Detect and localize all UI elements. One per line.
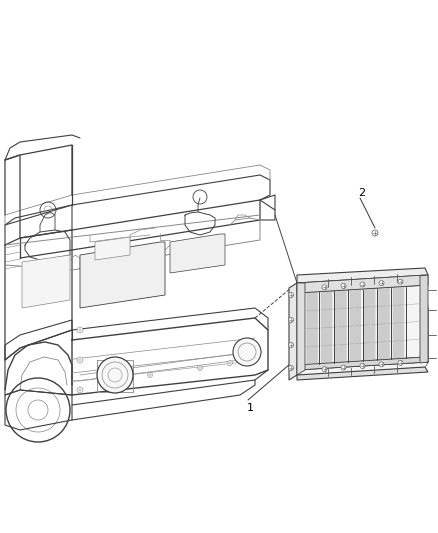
- Circle shape: [289, 318, 293, 322]
- Circle shape: [198, 366, 202, 370]
- Circle shape: [77, 357, 83, 363]
- Text: 2: 2: [358, 188, 366, 198]
- Polygon shape: [95, 237, 130, 260]
- Circle shape: [341, 365, 346, 370]
- Circle shape: [77, 387, 83, 393]
- Circle shape: [227, 360, 233, 366]
- Circle shape: [77, 327, 83, 333]
- Circle shape: [289, 343, 293, 348]
- Polygon shape: [350, 289, 361, 362]
- Circle shape: [398, 360, 403, 365]
- Polygon shape: [321, 292, 332, 364]
- Polygon shape: [297, 283, 305, 375]
- Circle shape: [341, 284, 346, 288]
- Polygon shape: [289, 283, 297, 380]
- Polygon shape: [297, 268, 428, 283]
- Polygon shape: [393, 287, 404, 359]
- Circle shape: [322, 285, 327, 290]
- Polygon shape: [297, 357, 428, 370]
- Circle shape: [379, 362, 384, 367]
- Circle shape: [233, 338, 261, 366]
- Polygon shape: [307, 292, 318, 365]
- Polygon shape: [420, 275, 428, 363]
- Circle shape: [289, 293, 293, 297]
- Polygon shape: [80, 242, 165, 308]
- Polygon shape: [22, 255, 70, 308]
- Circle shape: [379, 280, 384, 286]
- Text: 1: 1: [247, 403, 254, 413]
- Circle shape: [360, 364, 365, 368]
- Polygon shape: [297, 275, 428, 293]
- Circle shape: [360, 282, 365, 287]
- Polygon shape: [297, 275, 428, 375]
- Circle shape: [97, 357, 133, 393]
- Polygon shape: [335, 290, 347, 363]
- Circle shape: [322, 367, 327, 372]
- Circle shape: [372, 230, 378, 236]
- Polygon shape: [364, 289, 375, 361]
- Circle shape: [398, 279, 403, 284]
- Polygon shape: [297, 367, 428, 380]
- Circle shape: [289, 366, 293, 370]
- Polygon shape: [378, 288, 390, 360]
- Circle shape: [148, 373, 152, 377]
- Polygon shape: [170, 234, 225, 273]
